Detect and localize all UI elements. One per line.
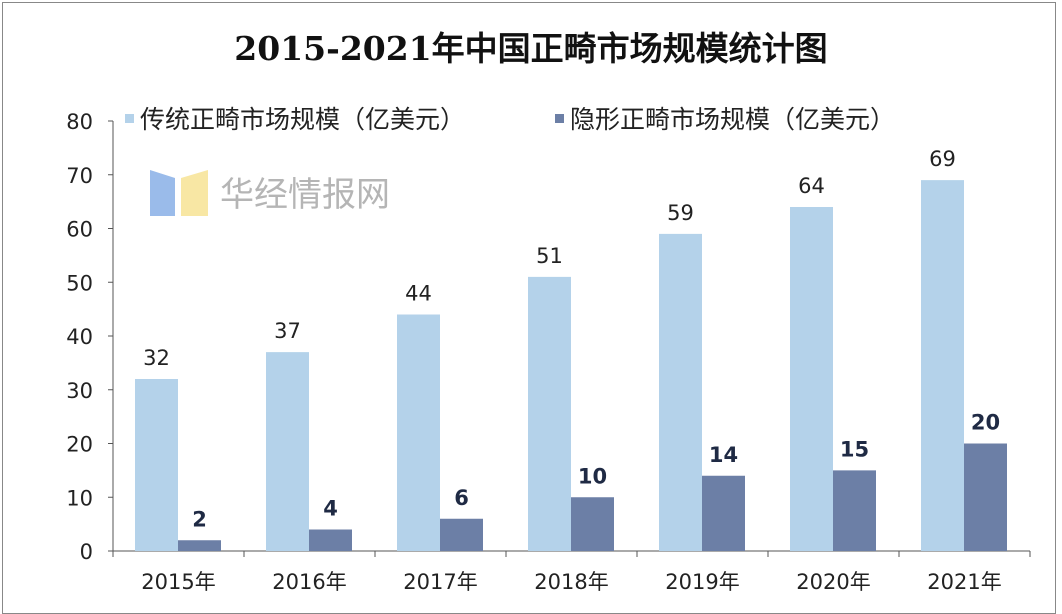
data-label: 15 <box>840 437 869 461</box>
y-tick-label: 0 <box>80 540 93 564</box>
watermark-logo-shape <box>181 170 208 216</box>
y-tick-label: 10 <box>66 486 93 510</box>
data-label: 44 <box>405 282 432 306</box>
data-label: 20 <box>971 411 1000 435</box>
data-label: 51 <box>536 244 563 268</box>
x-tick-label: 2019年 <box>665 570 739 594</box>
data-label: 14 <box>709 443 738 467</box>
watermark-logo-shape <box>150 170 175 216</box>
bar-traditional <box>921 180 964 551</box>
bar-invisible <box>440 518 483 551</box>
y-tick-label: 80 <box>66 110 93 134</box>
bar-invisible <box>178 540 221 551</box>
bar-traditional <box>790 207 833 551</box>
bar-traditional <box>528 276 571 551</box>
x-tick-label: 2018年 <box>534 570 608 594</box>
legend-label: 传统正畸市场规模（亿美元） <box>140 105 466 134</box>
data-label: 69 <box>929 147 956 171</box>
x-tick-label: 2017年 <box>403 570 477 594</box>
bar-invisible <box>702 475 745 551</box>
bar-traditional <box>397 314 440 551</box>
data-label: 10 <box>578 464 607 488</box>
y-tick-label: 20 <box>66 433 93 457</box>
y-tick-label: 70 <box>66 164 93 188</box>
data-label: 37 <box>274 319 301 343</box>
x-tick-label: 2015年 <box>141 570 215 594</box>
legend-label: 隐形正畸市场规模（亿美元） <box>570 105 896 134</box>
y-tick-label: 50 <box>66 271 93 295</box>
bar-invisible <box>833 470 876 551</box>
bar-invisible <box>571 497 614 551</box>
y-tick-label: 40 <box>66 325 93 349</box>
x-tick-label: 2016年 <box>272 570 346 594</box>
legend-item-traditional: 传统正畸市场规模（亿美元） <box>125 100 465 136</box>
y-tick-label: 30 <box>66 379 93 403</box>
data-label: 32 <box>143 346 170 370</box>
x-tick-label: 2021年 <box>927 570 1001 594</box>
data-label: 2 <box>192 507 207 531</box>
data-label: 6 <box>454 486 469 510</box>
legend-item-invisible: 隐形正畸市场规模（亿美元） <box>555 100 895 136</box>
legend-swatch <box>125 113 134 123</box>
x-tick-label: 2020年 <box>796 570 870 594</box>
watermark-text: 华经情报网 <box>220 175 390 215</box>
data-label: 59 <box>667 201 694 225</box>
bar-traditional <box>266 352 309 551</box>
bar-invisible <box>964 443 1007 551</box>
y-tick-label: 60 <box>66 218 93 242</box>
legend-swatch <box>555 113 564 123</box>
bar-traditional <box>659 233 702 551</box>
data-label: 4 <box>323 497 338 521</box>
data-label: 64 <box>798 174 825 198</box>
bar-invisible <box>309 529 352 551</box>
bar-traditional <box>135 379 178 551</box>
chart-title: 2015-2021年中国正畸市场规模统计图 <box>234 29 828 68</box>
